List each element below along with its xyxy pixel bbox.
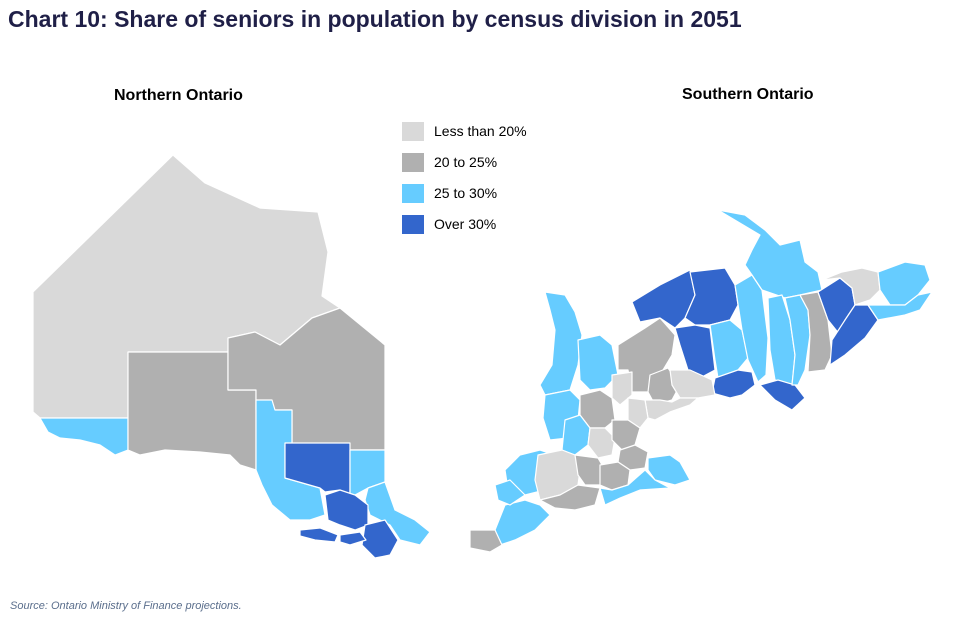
peterborough-division — [709, 319, 749, 379]
renfrew-division — [717, 209, 823, 299]
legend-item-20-to-25: 20 to 25% — [402, 152, 527, 172]
legend-label: Over 30% — [434, 216, 497, 232]
southern-ontario-map — [469, 209, 933, 553]
parry-sound-division — [361, 519, 399, 559]
kawartha-division — [674, 324, 716, 379]
sudbury-south-division — [324, 489, 369, 531]
legend-label: 20 to 25% — [434, 154, 498, 170]
northern-ontario-title: Northern Ontario — [114, 87, 243, 104]
toronto-division — [644, 397, 699, 421]
legend: Less than 20% 20 to 25% 25 to 30% Over 3… — [402, 121, 527, 245]
durham-division — [669, 369, 716, 399]
legend-label: Less than 20% — [434, 123, 527, 139]
chart-title: Chart 10: Share of seniors in population… — [8, 6, 742, 32]
manitoulin-island-division — [339, 531, 367, 546]
legend-swatch — [402, 214, 424, 234]
muskoka-division — [631, 269, 696, 329]
legend-swatch — [402, 152, 424, 172]
northern-ontario-map — [32, 154, 431, 559]
essex-division — [469, 529, 503, 553]
prince-edward-division — [759, 379, 806, 411]
waterloo-division — [587, 427, 616, 459]
legend-label: 25 to 30% — [434, 185, 498, 201]
legend-item-25-to-30: 25 to 30% — [402, 183, 527, 203]
legend-item-less-than-20: Less than 20% — [402, 121, 527, 141]
peel-division — [627, 397, 649, 429]
stormont-division — [829, 304, 879, 366]
glengarry-division — [867, 291, 933, 321]
bruce-peninsula-division — [539, 291, 583, 396]
lambton-division — [494, 479, 526, 506]
dufferin-division — [611, 371, 633, 406]
norfolk-division — [599, 469, 671, 506]
southern-ontario-title: Southern Ontario — [682, 86, 814, 103]
kent-division — [494, 499, 551, 546]
ottawa-division — [821, 267, 881, 306]
source-note: Source: Ontario Ministry of Finance proj… — [10, 600, 242, 612]
manitoulin-division — [299, 527, 339, 543]
legend-swatch — [402, 121, 424, 141]
elgin-division — [539, 484, 601, 511]
legend-item-over-30: Over 30% — [402, 214, 527, 234]
rainy-river-division — [39, 417, 129, 456]
niagara-division — [647, 454, 691, 486]
legend-swatch — [402, 183, 424, 203]
